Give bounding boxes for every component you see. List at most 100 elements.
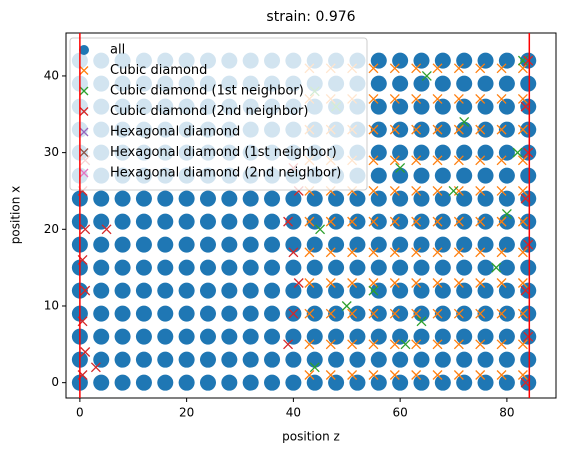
point: [178, 190, 195, 207]
point: [370, 236, 387, 253]
x-tick-label: 60: [392, 406, 407, 420]
point: [434, 190, 451, 207]
point: [477, 213, 494, 230]
point: [496, 370, 507, 380]
point: [434, 213, 451, 230]
point: [221, 259, 238, 276]
point: [157, 213, 174, 230]
point: [448, 186, 459, 196]
point: [456, 259, 473, 276]
point: [392, 190, 409, 207]
point: [520, 121, 537, 138]
point: [368, 186, 379, 196]
point: [392, 351, 409, 368]
point: [199, 351, 216, 368]
point: [413, 374, 430, 391]
point: [93, 374, 110, 391]
point: [80, 285, 91, 296]
x-tick-label: 80: [499, 406, 514, 420]
point: [325, 370, 336, 380]
point: [135, 374, 152, 391]
point: [328, 351, 345, 368]
point: [347, 339, 358, 350]
point: [93, 305, 110, 322]
point: [114, 236, 131, 253]
point: [456, 213, 473, 230]
point: [199, 282, 216, 299]
x-axis-label: position z: [282, 430, 340, 444]
point: [135, 213, 152, 230]
point: [178, 213, 195, 230]
point: [370, 144, 387, 161]
point: [389, 93, 400, 104]
point: [157, 351, 174, 368]
point: [135, 236, 152, 253]
point: [517, 216, 528, 227]
point: [411, 186, 422, 196]
point: [293, 278, 304, 288]
point: [477, 144, 494, 161]
point: [389, 370, 400, 380]
point: [221, 374, 238, 391]
point: [456, 282, 473, 299]
point: [434, 374, 451, 391]
point: [370, 52, 387, 69]
point: [517, 247, 528, 258]
point: [306, 282, 323, 299]
point: [475, 370, 486, 380]
point: [523, 239, 534, 250]
point: [349, 236, 366, 253]
point: [517, 124, 528, 135]
point: [523, 147, 534, 158]
point: [477, 167, 494, 184]
point: [370, 259, 387, 276]
legend-label: Hexagonal diamond (2nd neighbor): [110, 166, 341, 181]
point: [93, 351, 110, 368]
point: [178, 259, 195, 276]
point: [517, 370, 528, 380]
point: [475, 278, 486, 288]
point: [288, 308, 299, 319]
point: [434, 328, 451, 345]
point: [306, 259, 323, 276]
point: [315, 224, 326, 235]
point: [498, 167, 515, 184]
point: [413, 259, 430, 276]
point: [135, 351, 152, 368]
x-tick-label: 40: [286, 406, 301, 420]
legend-marker: [79, 107, 89, 116]
point: [370, 305, 387, 322]
point: [520, 190, 537, 207]
point: [453, 63, 464, 74]
point: [517, 155, 528, 166]
point: [432, 308, 443, 319]
point: [520, 305, 537, 322]
point: [347, 278, 358, 288]
point: [432, 155, 443, 166]
point: [453, 124, 464, 135]
point: [475, 339, 486, 350]
point: [199, 259, 216, 276]
point: [392, 121, 409, 138]
point: [242, 190, 259, 207]
point: [221, 351, 238, 368]
point: [221, 190, 238, 207]
point: [285, 351, 302, 368]
point: [135, 259, 152, 276]
point: [264, 305, 281, 322]
point: [306, 374, 323, 391]
point: [285, 374, 302, 391]
legend-label: Hexagonal diamond (1st neighbor): [110, 145, 337, 160]
y-tick-label: 0: [51, 375, 59, 389]
point: [325, 216, 336, 227]
point: [304, 308, 315, 319]
point: [411, 278, 422, 288]
legend-marker: [79, 127, 89, 137]
point: [411, 216, 422, 227]
point: [368, 285, 379, 296]
point: [432, 247, 443, 258]
y-tick-label: 40: [44, 68, 59, 82]
point: [392, 282, 409, 299]
point: [242, 374, 259, 391]
point: [498, 98, 515, 115]
